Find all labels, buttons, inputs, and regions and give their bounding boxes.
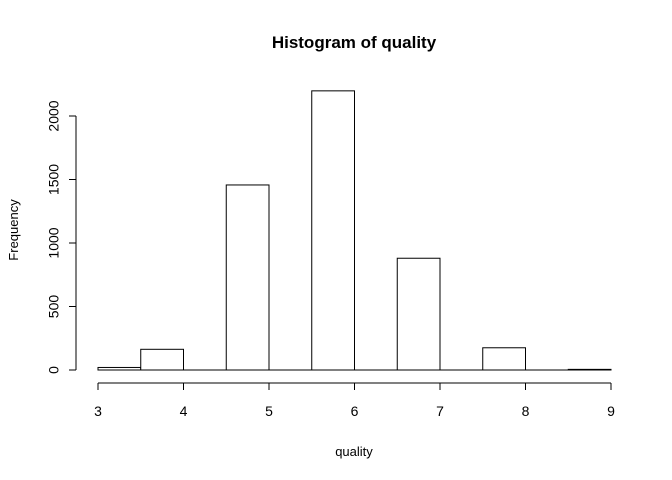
- y-tick-label-1500: 1500: [46, 164, 62, 195]
- x-tick-label-3: 3: [94, 403, 102, 419]
- x-axis: 3 4 5 6 7 8 9: [94, 382, 615, 419]
- histogram-bar-7: [396, 257, 441, 371]
- y-tick-label-0: 0: [46, 366, 62, 374]
- y-axis: 0 500 1000 1500 2000: [46, 100, 77, 374]
- x-tick-label-8: 8: [522, 403, 530, 419]
- y-tick-label-500: 500: [46, 295, 62, 319]
- y-axis-label: Frequency: [6, 199, 21, 261]
- x-tick-label-7: 7: [436, 403, 444, 419]
- histogram-bar-5: [311, 90, 355, 371]
- x-tick-label-4: 4: [180, 403, 188, 419]
- chart-title: Histogram of quality: [272, 33, 437, 52]
- histogram-bar-9: [482, 347, 526, 371]
- x-tick-label-9: 9: [607, 403, 615, 419]
- x-tick-label-5: 5: [265, 403, 273, 419]
- histogram-bars: [97, 90, 612, 371]
- y-tick-label-1000: 1000: [46, 227, 62, 258]
- x-tick-label-6: 6: [351, 403, 359, 419]
- y-tick-label-2000: 2000: [46, 100, 62, 131]
- histogram-bar-1: [140, 348, 184, 371]
- histogram-bar-3: [225, 184, 270, 371]
- x-axis-label: quality: [335, 444, 373, 459]
